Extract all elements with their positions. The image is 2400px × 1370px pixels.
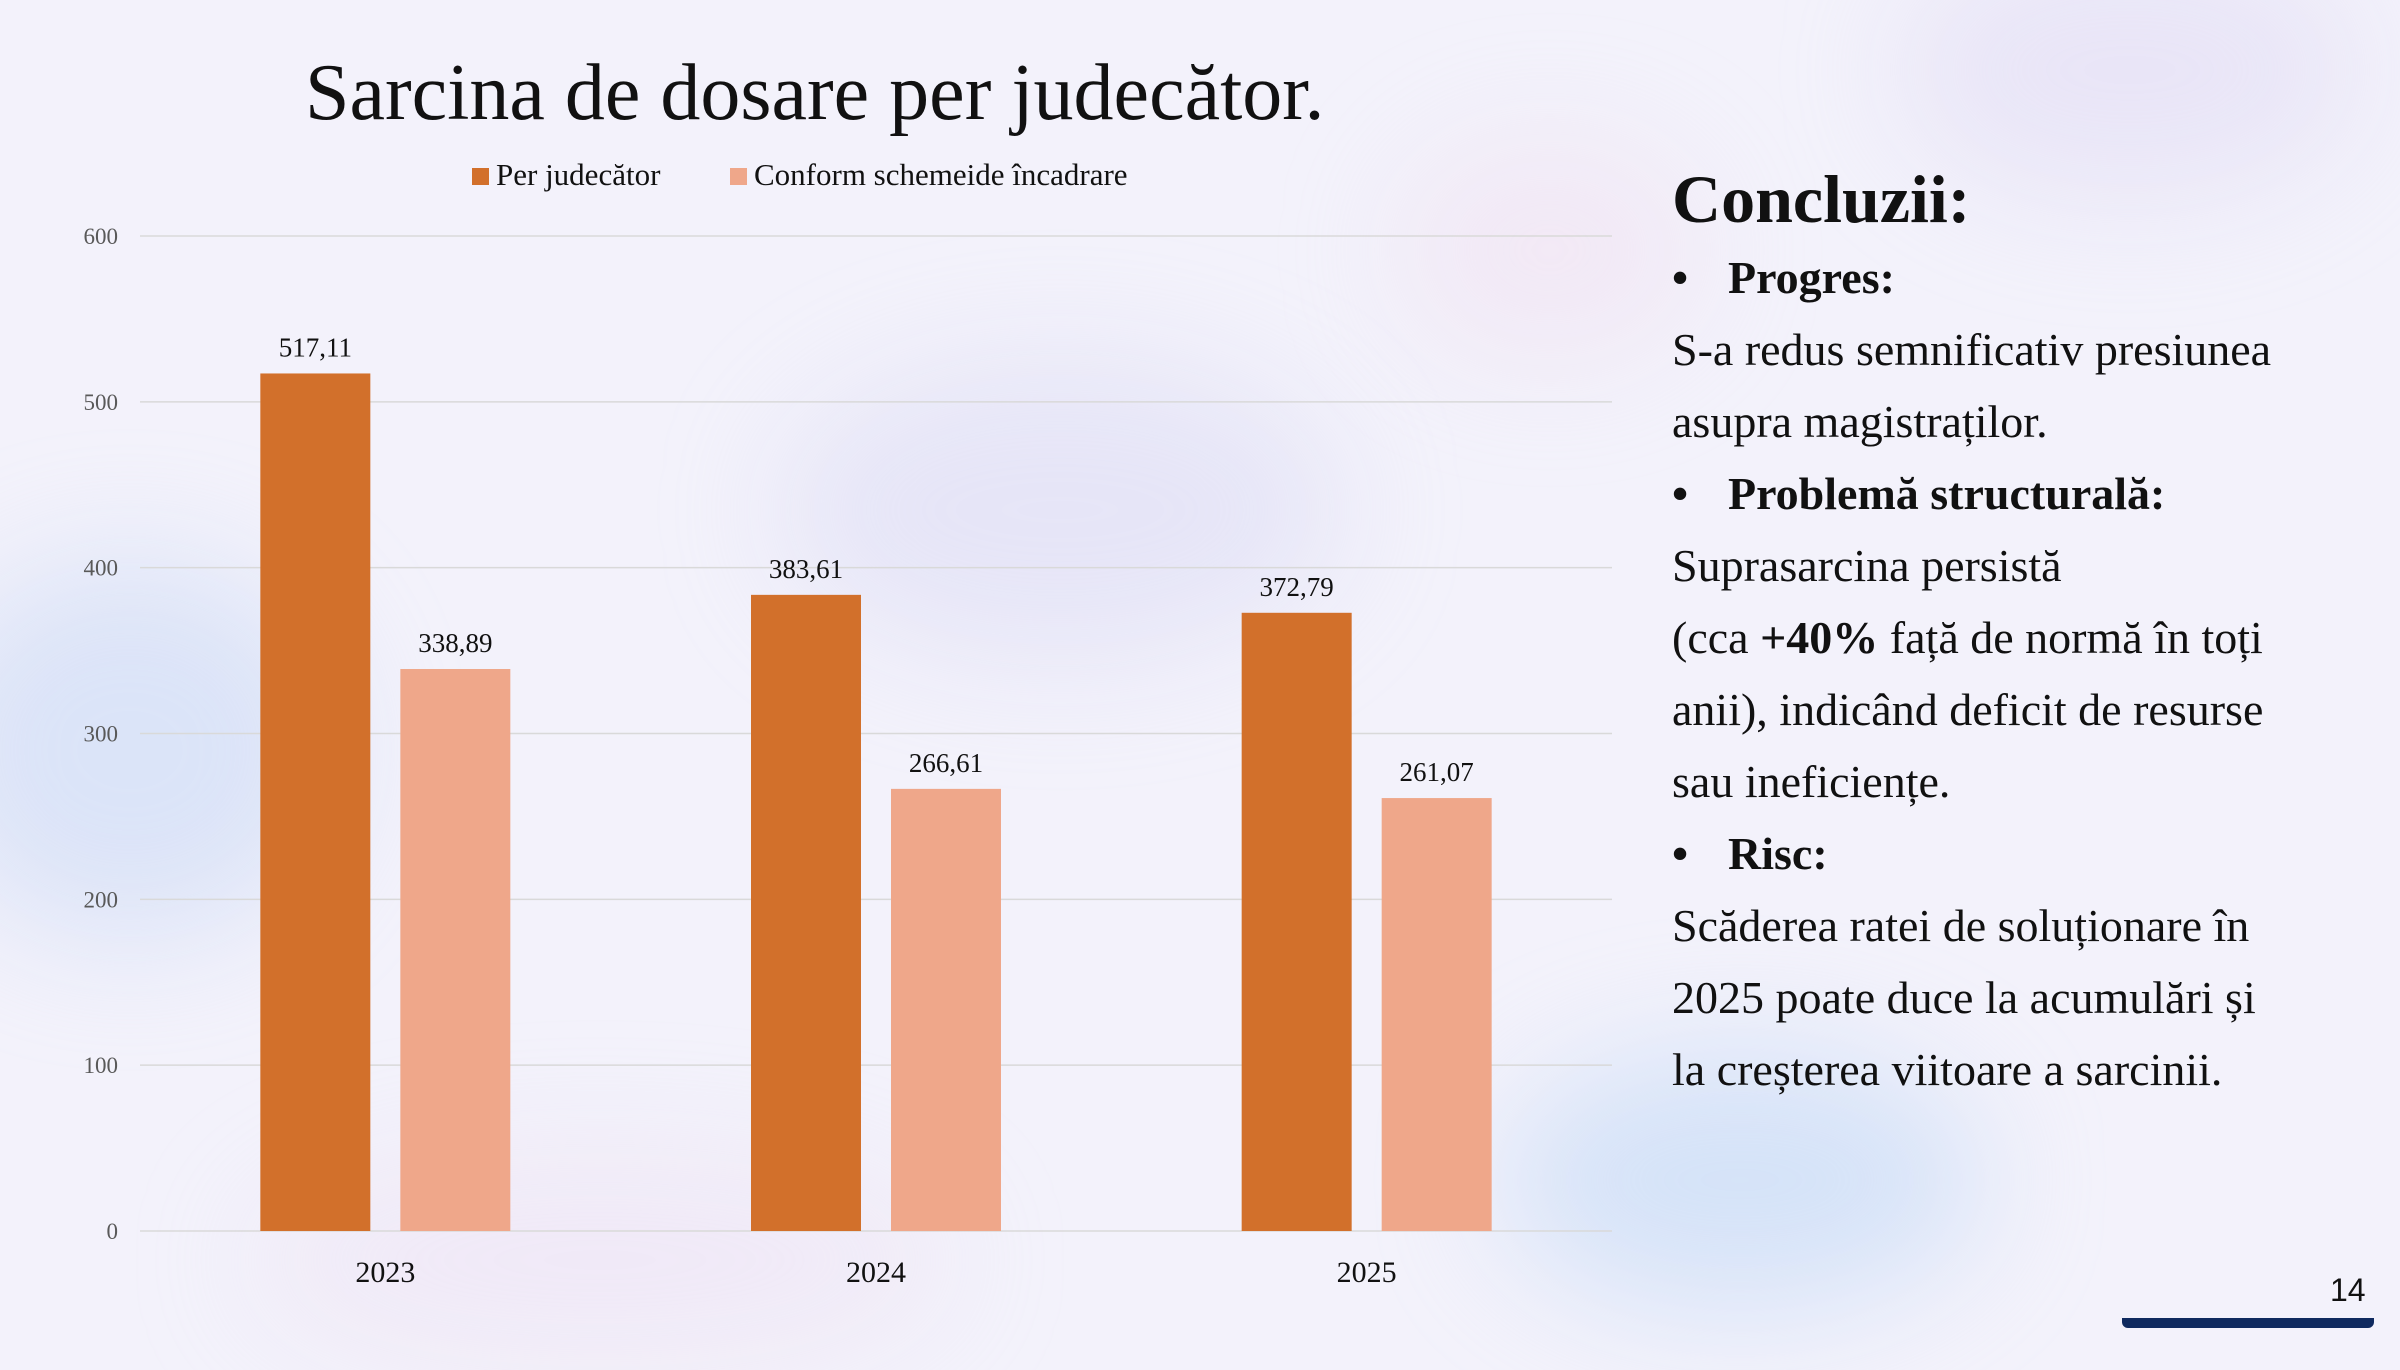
bar (891, 788, 1001, 1231)
conclusion-text: Suprasarcina persistă (1672, 540, 2062, 591)
bar (1381, 798, 1492, 1231)
y-tick-label: 0 (107, 1219, 119, 1244)
bullet-structural: • Problemă structurală: (1672, 458, 2372, 530)
page-accent-bar (2122, 1318, 2374, 1328)
bar (400, 669, 511, 1231)
conclusion-text: Scăderea ratei de soluționare în (1672, 900, 2250, 951)
conclusion-text: asupra magistraților. (1672, 396, 2048, 447)
data-label: 383,61 (769, 554, 843, 584)
conclusion-text: (cca +40% față de normă în toți (1672, 602, 2372, 674)
y-tick-label: 100 (84, 1053, 119, 1078)
data-label: 266,61 (909, 748, 983, 778)
x-tick-label: 2023 (355, 1256, 415, 1289)
bullet-title: Problemă structurală: (1728, 468, 2166, 519)
conclusion-text: la creșterea viitoare a sarcinii. (1672, 1044, 2223, 1095)
bar-chart: 0 100 200 300 400 500 600 517,11 338,89 2023 383,6… (84, 157, 1612, 1289)
x-tick-label: 2024 (846, 1256, 906, 1289)
page-number: 14 (2330, 1272, 2366, 1308)
y-tick-label: 300 (84, 722, 119, 747)
legend-label: Per judecător (496, 157, 661, 192)
conclusion-text: anii), indicând deficit de resurse (1672, 684, 2264, 735)
bar (260, 373, 371, 1232)
conclusion-text: S-a redus semnificativ presiunea (1672, 324, 2272, 375)
legend-swatch (730, 168, 747, 185)
text-fragment: față de normă în toți (1878, 612, 2263, 663)
bullet-progress: • Progres: (1672, 242, 2372, 314)
bullet-icon: • (1672, 468, 1689, 519)
bullet-icon: • (1672, 252, 1689, 303)
data-label: 261,07 (1400, 757, 1474, 787)
bar (751, 594, 861, 1231)
conclusions-heading: Concluzii: (1672, 161, 1971, 237)
bullet-risk: • Risc: (1672, 818, 2372, 890)
data-label: 517,11 (279, 332, 352, 362)
data-label: 372,79 (1260, 572, 1334, 602)
data-label: 338,89 (418, 628, 492, 658)
slide-title: Sarcina de dosare per judecător. (305, 49, 1325, 137)
y-tick-label: 400 (84, 556, 119, 581)
bar (1241, 612, 1352, 1231)
bullet-title: Progres: (1728, 252, 1895, 303)
conclusions-panel: Concluzii: • Progres: S-a redus semnific… (1672, 160, 2372, 1106)
y-tick-label: 500 (84, 390, 119, 415)
conclusion-text: sau ineficiențe. (1672, 756, 1951, 807)
x-tick-label: 2025 (1337, 1256, 1397, 1289)
legend-swatch (472, 168, 489, 185)
legend-label: Conform schemeide încadrare (754, 157, 1128, 192)
y-tick-label: 200 (84, 887, 119, 912)
y-tick-label: 600 (84, 224, 119, 249)
bullet-icon: • (1672, 828, 1689, 879)
bullet-title: Risc: (1728, 828, 1828, 879)
conclusion-text: 2025 poate duce la acumulări și (1672, 972, 2256, 1023)
text-fragment: (cca (1672, 612, 1761, 663)
highlight-percent: +40% (1760, 612, 1879, 663)
